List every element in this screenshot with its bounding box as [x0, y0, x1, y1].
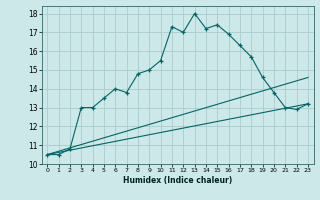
X-axis label: Humidex (Indice chaleur): Humidex (Indice chaleur): [123, 176, 232, 185]
